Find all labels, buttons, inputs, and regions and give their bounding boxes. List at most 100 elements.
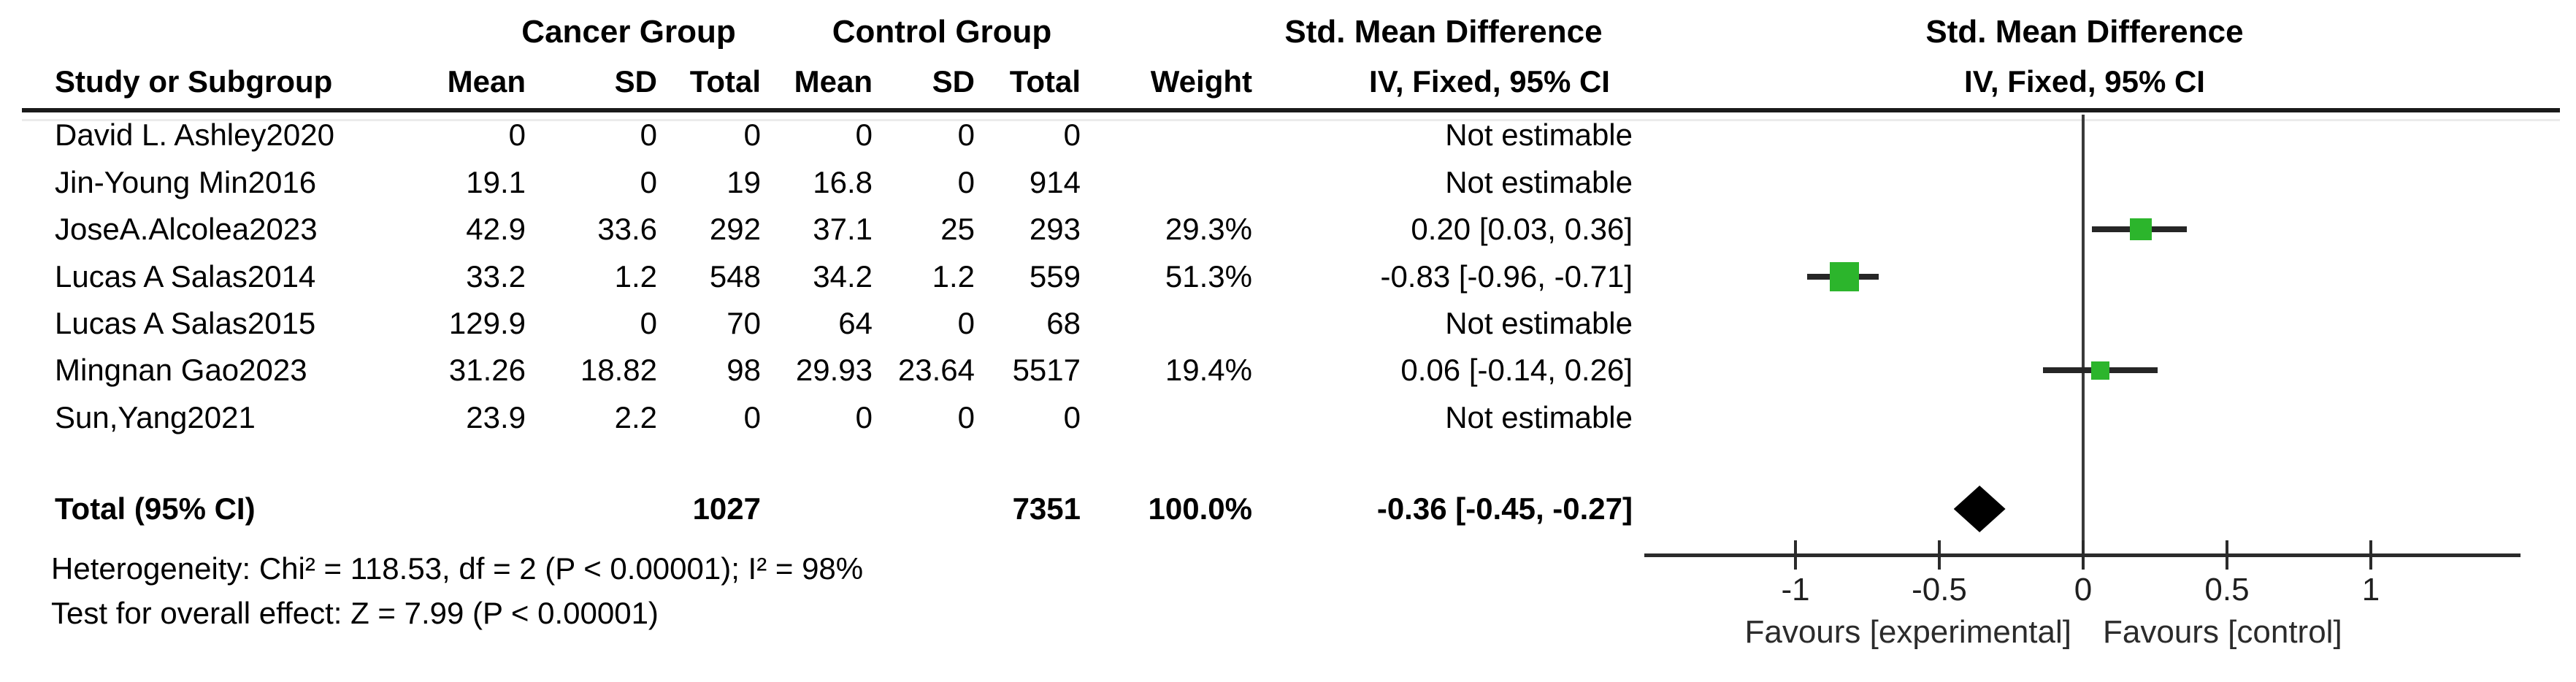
cancer-sd-value: 0 bbox=[640, 165, 657, 199]
col-header-study: Study or Subgroup bbox=[55, 64, 333, 99]
col-header-weight: Weight bbox=[1150, 64, 1252, 99]
total-weight-value: 100.0% bbox=[1148, 491, 1252, 526]
header-separator-line bbox=[22, 108, 2560, 112]
weight-value: 51.3% bbox=[1165, 259, 1252, 294]
control-total-value: 0 bbox=[1063, 118, 1081, 152]
cancer-mean-value: 33.2 bbox=[466, 259, 526, 294]
favours-experimental-label: Favours [experimental] bbox=[1744, 614, 2071, 650]
study-label: David L. Ashley2020 bbox=[55, 118, 334, 152]
axis-tick-label: -1 bbox=[1781, 572, 1810, 608]
control-sd-value: 25 bbox=[940, 212, 975, 246]
control-mean-value: 34.2 bbox=[813, 259, 873, 294]
cancer-total-value: 70 bbox=[727, 306, 761, 340]
ci-text: 0.20 [0.03, 0.36] bbox=[1411, 212, 1633, 246]
ci-text: Not estimable bbox=[1445, 400, 1633, 434]
cancer-mean-value: 19.1 bbox=[466, 165, 526, 199]
control-mean-value: 29.93 bbox=[795, 353, 873, 387]
control-total-value: 0 bbox=[1063, 400, 1081, 434]
col-header-sd-control: SD bbox=[932, 64, 975, 99]
group-header-smd-table: Std. Mean Difference bbox=[1284, 14, 1603, 50]
cancer-total-value: 548 bbox=[709, 259, 761, 294]
study-label: Lucas A Salas2014 bbox=[55, 259, 316, 294]
total-cancer-n: 1027 bbox=[692, 491, 761, 526]
cancer-total-value: 19 bbox=[727, 165, 761, 199]
study-label: Mingnan Gao2023 bbox=[55, 353, 307, 387]
axis-tick-label: -0.5 bbox=[1912, 572, 1967, 608]
effect-marker bbox=[2091, 361, 2110, 380]
control-mean-value: 64 bbox=[838, 306, 873, 340]
control-mean-value: 0 bbox=[855, 400, 873, 434]
cancer-sd-value: 2.2 bbox=[614, 400, 657, 434]
col-header-mean-cancer: Mean bbox=[447, 64, 526, 99]
ci-text: Not estimable bbox=[1445, 306, 1633, 340]
control-total-value: 5517 bbox=[1012, 353, 1081, 387]
control-sd-value: 0 bbox=[957, 165, 975, 199]
study-label: Jin-Young Min2016 bbox=[55, 165, 317, 199]
control-total-value: 559 bbox=[1029, 259, 1081, 294]
control-total-value: 68 bbox=[1046, 306, 1081, 340]
group-header-smd-plot: Std. Mean Difference bbox=[1925, 14, 2244, 50]
ci-text: -0.83 [-0.96, -0.71] bbox=[1380, 259, 1633, 294]
total-label: Total (95% CI) bbox=[55, 491, 256, 526]
axis-tick bbox=[2226, 540, 2228, 570]
axis-tick bbox=[1794, 540, 1797, 570]
cancer-total-value: 98 bbox=[727, 353, 761, 387]
total-ci-text: -0.36 [-0.45, -0.27] bbox=[1376, 491, 1633, 526]
control-mean-value: 37.1 bbox=[813, 212, 873, 246]
pooled-effect-diamond bbox=[1953, 486, 2006, 532]
group-header-control: Control Group bbox=[832, 14, 1052, 50]
axis-tick-label: 0.5 bbox=[2204, 572, 2250, 608]
control-sd-value: 23.64 bbox=[897, 353, 975, 387]
col-header-mean-control: Mean bbox=[794, 64, 873, 99]
control-total-value: 914 bbox=[1029, 165, 1081, 199]
cancer-mean-value: 42.9 bbox=[466, 212, 526, 246]
header-separator-shadow bbox=[22, 119, 2560, 121]
effect-marker bbox=[2129, 218, 2152, 240]
control-sd-value: 0 bbox=[957, 118, 975, 152]
axis-tick bbox=[2369, 540, 2372, 570]
study-label: Lucas A Salas2015 bbox=[55, 306, 316, 340]
group-header-cancer: Cancer Group bbox=[521, 14, 736, 50]
cancer-mean-value: 129.9 bbox=[448, 306, 526, 340]
study-label: Sun,Yang2021 bbox=[55, 400, 256, 434]
col-header-total-control: Total bbox=[1009, 64, 1081, 99]
zero-line bbox=[2082, 115, 2085, 556]
cancer-total-value: 292 bbox=[709, 212, 761, 246]
study-label: JoseA.Alcolea2023 bbox=[55, 212, 318, 246]
cancer-sd-value: 33.6 bbox=[597, 212, 657, 246]
control-mean-value: 0 bbox=[855, 118, 873, 152]
control-total-value: 293 bbox=[1029, 212, 1081, 246]
axis-tick-label: 0 bbox=[2074, 572, 2093, 608]
control-mean-value: 16.8 bbox=[813, 165, 873, 199]
control-sd-value: 0 bbox=[957, 306, 975, 340]
col-header-ci: IV, Fixed, 95% CI bbox=[1369, 64, 1610, 99]
weight-value: 19.4% bbox=[1165, 353, 1252, 387]
overall-effect-text: Test for overall effect: Z = 7.99 (P < 0… bbox=[51, 596, 659, 630]
cancer-mean-value: 23.9 bbox=[466, 400, 526, 434]
cancer-sd-value: 0 bbox=[640, 118, 657, 152]
heterogeneity-text: Heterogeneity: Chi² = 118.53, df = 2 (P … bbox=[51, 551, 864, 586]
total-control-n: 7351 bbox=[1012, 491, 1081, 526]
cancer-total-value: 0 bbox=[743, 118, 761, 152]
cancer-sd-value: 1.2 bbox=[614, 259, 657, 294]
cancer-sd-value: 18.82 bbox=[580, 353, 657, 387]
control-sd-value: 1.2 bbox=[932, 259, 975, 294]
control-sd-value: 0 bbox=[957, 400, 975, 434]
ci-text: Not estimable bbox=[1445, 118, 1633, 152]
cancer-mean-value: 0 bbox=[508, 118, 526, 152]
cancer-sd-value: 0 bbox=[640, 306, 657, 340]
col-header-total-cancer: Total bbox=[689, 64, 761, 99]
col-header-ci-plot: IV, Fixed, 95% CI bbox=[1964, 64, 2205, 99]
axis-tick-label: 1 bbox=[2361, 572, 2380, 608]
ci-text: 0.06 [-0.14, 0.26] bbox=[1400, 353, 1633, 387]
favours-control-label: Favours [control] bbox=[2103, 614, 2342, 650]
axis-tick bbox=[2082, 540, 2085, 570]
cancer-mean-value: 31.26 bbox=[448, 353, 526, 387]
cancer-total-value: 0 bbox=[743, 400, 761, 434]
col-header-sd-cancer: SD bbox=[614, 64, 657, 99]
weight-value: 29.3% bbox=[1165, 212, 1252, 246]
ci-text: Not estimable bbox=[1445, 165, 1633, 199]
axis-tick bbox=[1938, 540, 1941, 570]
effect-marker bbox=[1829, 262, 1859, 291]
